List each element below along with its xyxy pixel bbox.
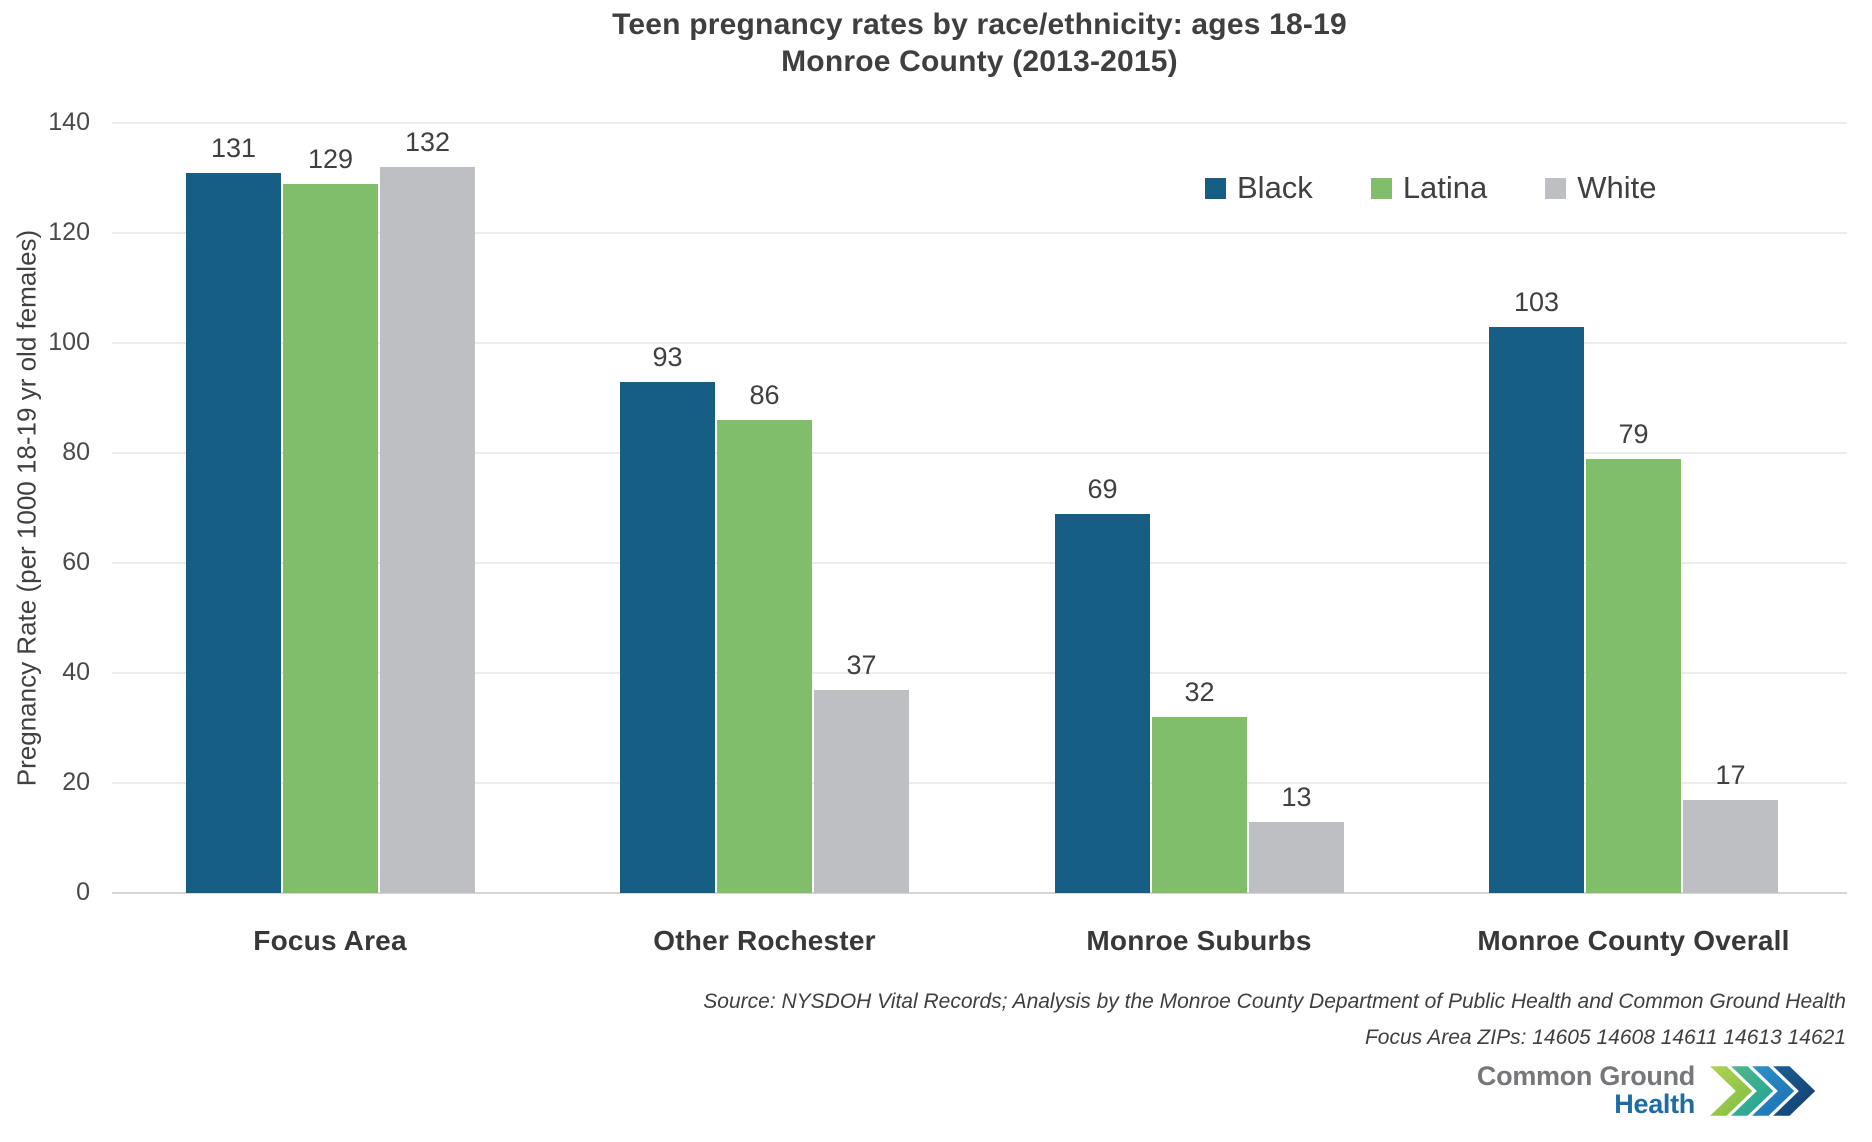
bar-value-label: 13 [1281,782,1312,812]
y-tick-label: 80 [62,438,90,466]
y-tick-label: 100 [48,328,90,356]
logo-chevrons-icon [1705,1063,1819,1119]
legend-item-white: White [1545,170,1657,206]
bar-latina-4 [1586,459,1681,893]
x-axis-line [112,892,1847,894]
y-tick-label: 140 [48,108,90,136]
chart-title: Teen pregnancy rates by race/ethnicity: … [112,6,1847,80]
logo-wordmark-common-ground: Common Ground [1476,1061,1695,1091]
bar-latina-3 [1152,717,1247,893]
chart-title-line1: Teen pregnancy rates by race/ethnicity: … [612,8,1347,41]
source-line1: Source: NYSDOH Vital Records; Analysis b… [703,990,1846,1013]
legend-label: Latina [1402,170,1488,205]
bar-latina-2 [717,420,812,893]
bar-value-label: 129 [307,144,354,174]
y-tick-label: 120 [48,218,90,246]
y-tick-label: 40 [62,658,90,686]
logo-wordmark-health: Health [1614,1089,1695,1119]
legend-item-black: Black [1205,170,1313,206]
gridline [112,122,1847,124]
logo-text: Common Ground Health [1477,1062,1695,1118]
legend-marker-icon [1545,177,1567,199]
bar-value-label: 69 [1087,474,1118,504]
bar-white-3 [1249,822,1344,893]
source-line2: Focus Area ZIPs: 14605 14608 14611 14613… [1364,1026,1846,1049]
gridline [112,342,1847,344]
bar-black-2 [620,382,715,893]
bar-white-2 [814,690,909,893]
bar-white-1 [380,167,475,893]
bar-white-4 [1683,800,1778,893]
gridline [112,562,1847,564]
legend: Black Latina White [1205,170,1657,206]
bar-black-3 [1055,514,1150,893]
logo: Common Ground Health [1477,1062,1820,1120]
legend-item-latina: Latina [1370,170,1488,206]
bar-value-label: 93 [652,342,683,372]
gridline [112,782,1847,784]
bar-value-label: 86 [749,380,780,410]
legend-marker-icon [1370,177,1392,199]
y-tick-label: 60 [62,548,90,576]
y-axis-title: Pregnancy Rate (per 1000 18-19 yr old fe… [11,229,42,787]
gridline [112,232,1847,234]
bar-black-4 [1489,327,1584,893]
x-category-label: Focus Area [253,925,407,956]
gridline [112,672,1847,674]
x-category-label: Monroe Suburbs [1086,925,1312,956]
legend-label: White [1577,170,1657,205]
x-category-label: Monroe County Overall [1477,925,1790,956]
x-category-label: Other Rochester [653,925,876,956]
bar-value-label: 103 [1513,287,1560,317]
bar-value-label: 37 [846,650,877,680]
bar-value-label: 79 [1618,419,1649,449]
source-note: Source: NYSDOH Vital Records; Analysis b… [703,984,1846,1056]
gridline [112,452,1847,454]
legend-label: Black [1237,170,1313,205]
chart-title-line2: Monroe County (2013-2015) [781,45,1178,78]
y-tick-label: 20 [62,768,90,796]
bar-value-label: 131 [210,133,257,163]
bar-latina-1 [283,184,378,893]
bar-value-label: 132 [404,127,451,157]
bar-value-label: 17 [1715,760,1746,790]
bar-value-label: 32 [1184,677,1215,707]
y-tick-label: 0 [76,878,90,906]
bar-black-1 [186,173,281,893]
legend-marker-icon [1205,177,1226,199]
